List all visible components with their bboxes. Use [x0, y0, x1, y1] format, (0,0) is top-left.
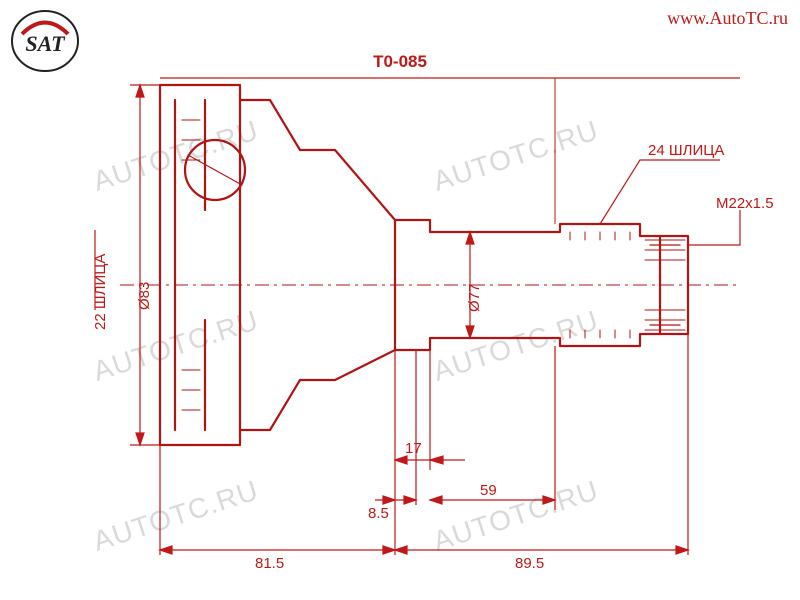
dim-thread: M22x1.5: [716, 195, 774, 212]
dim-shaft-diameter: Ø77: [466, 284, 483, 312]
dim-right-splines: 24 ШЛИЦА: [648, 142, 724, 159]
dim-step: 8.5: [368, 505, 389, 522]
engineering-drawing: [0, 0, 800, 600]
dim-shoulder: 17: [405, 440, 422, 457]
dim-left-body: 81.5: [255, 555, 284, 572]
dim-left-splines: 22 ШЛИЦА: [92, 254, 109, 330]
dim-shaft-length: 59: [480, 482, 497, 499]
drawing-canvas: AUTOTC.RU AUTOTC.RU AUTOTC.RU AUTOTC.RU …: [0, 0, 800, 600]
dim-overall-diameter: Ø83: [136, 282, 153, 310]
dim-right-body: 89.5: [515, 555, 544, 572]
